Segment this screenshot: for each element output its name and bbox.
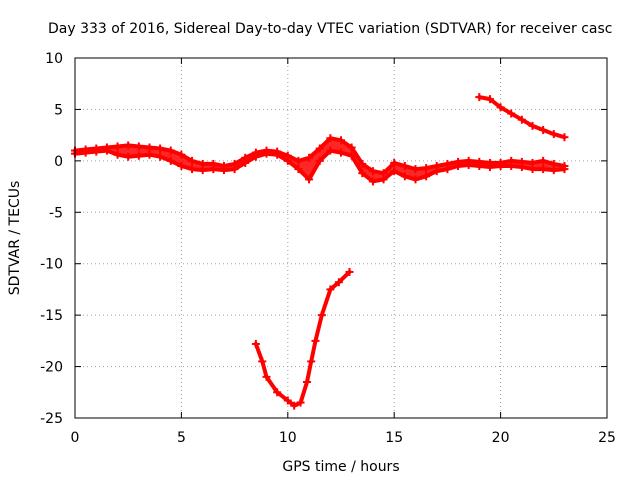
main-band-fill [75, 138, 565, 182]
y-tick-label: -5 [49, 205, 63, 221]
data-point [296, 398, 305, 407]
data-point [251, 339, 260, 348]
x-tick-label: 20 [492, 430, 510, 446]
x-tick-label: 0 [71, 430, 80, 446]
y-tick-label: -25 [40, 411, 63, 427]
data-point [273, 388, 282, 397]
x-axis-label: GPS time / hours [282, 459, 399, 475]
y-tick-label: -10 [40, 257, 63, 273]
ticks: 0 5 10 15 20 25 10 5 0 -5 -10 -15 -20 -25 [40, 51, 616, 446]
data-point [560, 133, 569, 142]
data-point [507, 109, 516, 118]
data-point [317, 311, 326, 320]
chart-title: Day 333 of 2016, Sidereal Day-to-day VTE… [48, 21, 612, 37]
data-point [345, 267, 354, 276]
data-point [549, 130, 558, 139]
x-tick-label: 25 [598, 430, 616, 446]
series-dip-segment [253, 269, 352, 408]
data-point [326, 285, 335, 294]
data-point [262, 372, 271, 381]
data-point [258, 357, 267, 366]
grid [75, 58, 607, 418]
data-point [517, 115, 526, 124]
data-point [475, 93, 484, 102]
data-point [539, 126, 548, 134]
y-axis-label: SDTVAR / TECUs [7, 181, 23, 296]
data-point [485, 95, 494, 104]
y-tick-label: -20 [40, 360, 63, 376]
x-tick-label: 5 [177, 430, 186, 446]
plot-frame [74, 57, 608, 419]
y-tick-label: 10 [45, 51, 63, 67]
y-tick-label: 5 [54, 102, 63, 118]
x-tick-label: 15 [385, 430, 403, 446]
y-tick-label: 0 [54, 154, 63, 170]
data-point [496, 103, 505, 112]
data-point [528, 121, 537, 130]
x-tick-label: 10 [279, 430, 297, 446]
data-point [311, 336, 320, 345]
data-point [307, 357, 316, 366]
y-tick-label: -15 [40, 308, 63, 324]
data-point [283, 396, 292, 405]
data-point [334, 278, 343, 287]
data-point [290, 401, 299, 410]
series-layer [71, 93, 569, 410]
data-point [302, 378, 311, 386]
